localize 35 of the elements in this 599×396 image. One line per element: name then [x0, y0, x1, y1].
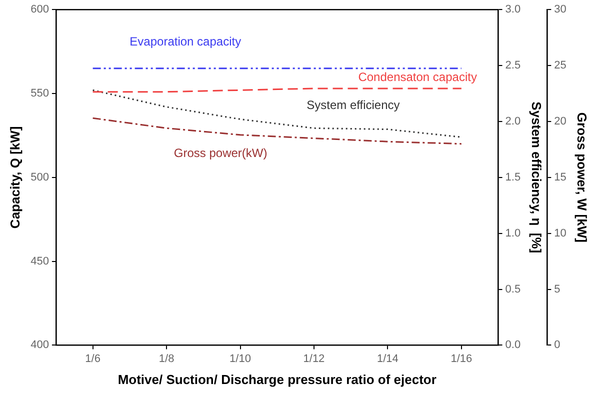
y3-tick-label: 10	[554, 227, 566, 240]
y-tick-label: 600	[30, 4, 49, 16]
y3-tick-label: 0	[554, 339, 560, 352]
y3-tick-label: 15	[554, 171, 566, 184]
series-label: System efficiency	[306, 98, 400, 112]
x-tick-label: 1/14	[376, 352, 398, 365]
y3-axis-title: Gross power, W [kW]	[574, 112, 590, 242]
y2-tick-label: 2.5	[505, 60, 521, 72]
y2-tick-label: 3.0	[505, 4, 521, 16]
y2-tick-label: 1.5	[505, 171, 521, 184]
y3-tick-label: 25	[554, 60, 566, 72]
y-tick-label: 550	[30, 88, 49, 100]
series-label: Gross power(kW)	[174, 146, 268, 160]
series-label: Condensaton capacity	[358, 70, 477, 84]
y3-tick-label: 30	[554, 4, 566, 16]
y2-tick-label: 2.0	[505, 116, 521, 128]
y-axis-title: Capacity, Q [kW]	[7, 126, 22, 229]
y-tick-label: 450	[30, 255, 49, 268]
line-series	[92, 89, 462, 138]
y3-tick-label: 20	[554, 116, 566, 128]
x-tick-label: 1/10	[230, 352, 251, 365]
line-series	[92, 117, 462, 145]
x-axis-title: Motive/ Suction/ Discharge pressure ratio of ejector	[118, 372, 436, 387]
y2-tick-label: 1.0	[505, 227, 521, 240]
y2-tick-label: 0.5	[505, 283, 521, 296]
series-label: Evaporation capacity	[130, 34, 242, 49]
x-tick-label: 1/6	[85, 352, 100, 365]
y2-axis-title: System efficiency, η [%]	[528, 102, 544, 254]
y-tick-label: 500	[30, 171, 49, 184]
y3-tick-label: 5	[554, 283, 560, 296]
x-tick-label: 1/16	[450, 352, 472, 365]
y2-tick-label: 0.0	[505, 339, 521, 352]
x-tick-label: 1/12	[303, 352, 325, 365]
y-tick-label: 400	[30, 339, 49, 352]
x-tick-label: 1/8	[158, 352, 174, 365]
